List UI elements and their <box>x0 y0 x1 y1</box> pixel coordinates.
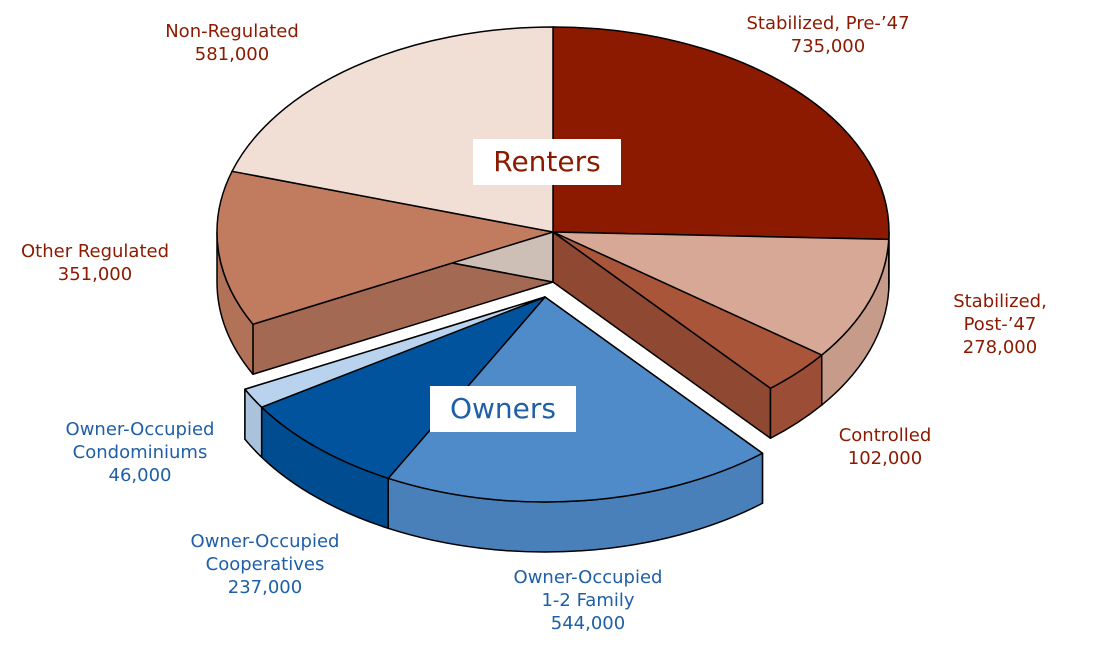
group-label: Renters <box>473 139 621 185</box>
category-label: Controlled <box>838 425 932 446</box>
slice <box>552 231 823 390</box>
slice-label: Other Regulated 351,000 <box>21 240 169 286</box>
slice-label: Owner-Occupied Condominiums 46,000 <box>66 418 215 487</box>
slice-label: Owner-Occupied Cooperatives 237,000 <box>191 530 340 599</box>
slice-label: Stabilized, Post-’47 278,000 <box>952 290 1049 359</box>
slice-label: Non-Regulated 581,000 <box>165 20 299 66</box>
group-label: Owners <box>430 386 576 432</box>
slice-label: Controlled 102,000 <box>839 424 932 470</box>
value-label: 46,000 <box>108 465 172 486</box>
category-label: Stabilized, Pre-’47 <box>746 13 910 34</box>
category-label: Stabilized, Post-’47 <box>953 291 1047 335</box>
value-label: 278,000 <box>962 337 1038 358</box>
category-label: Owner-Occupied Condominiums <box>65 419 215 463</box>
value-label: 735,000 <box>790 36 866 57</box>
category-label: Other Regulated <box>20 241 170 262</box>
value-label: 581,000 <box>194 44 270 65</box>
slice <box>260 296 546 480</box>
value-label: 237,000 <box>227 577 303 598</box>
category-label: Owner-Occupied 1-2 Family <box>513 567 663 611</box>
category-label: Non-Regulated <box>165 21 299 42</box>
slice-label: Owner-Occupied 1-2 Family 544,000 <box>514 566 663 635</box>
value-label: 351,000 <box>57 264 133 285</box>
slice <box>231 26 554 233</box>
slice <box>552 231 890 356</box>
slice <box>552 26 890 241</box>
category-label: Owner-Occupied Cooperatives <box>190 531 340 575</box>
value-label: 102,000 <box>847 448 923 469</box>
slice-label: Stabilized, Pre-’47 735,000 <box>746 12 909 58</box>
value-label: 544,000 <box>550 613 626 634</box>
slice <box>216 170 554 325</box>
slice <box>244 296 546 408</box>
